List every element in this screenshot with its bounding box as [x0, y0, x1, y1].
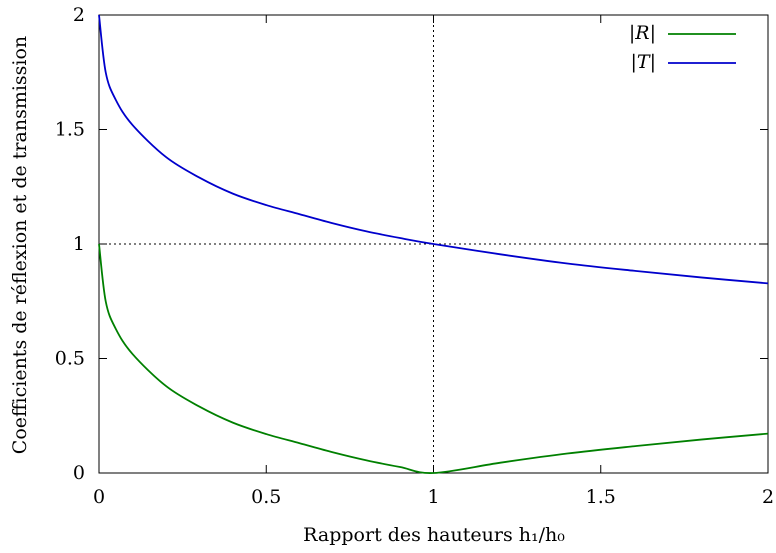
x-tick-label: 1.5: [586, 486, 616, 508]
x-tick-label: 1: [427, 486, 439, 508]
y-tick-label: 0: [73, 462, 85, 484]
series-group: [98, 14, 769, 474]
tick-labels: 0 0.5 1 1.5 2 0 0.5 1 1.5 2: [55, 4, 774, 508]
legend-label-t: |T|: [631, 51, 656, 73]
legend-label-r: |R|: [629, 22, 656, 44]
legend: |R| |T|: [629, 22, 736, 73]
y-tick-label: 1: [73, 233, 85, 255]
y-tick-label: 0.5: [55, 348, 85, 370]
x-tick-label: 0: [93, 486, 105, 508]
series-line-t: [98, 14, 769, 285]
y-axis-title: Coefficients de réflexion et de transmis…: [9, 36, 31, 454]
reference-lines: [99, 15, 768, 473]
x-axis-title: Rapport des hauteurs h₁/h₀: [303, 524, 565, 546]
x-tick-label: 2: [762, 486, 774, 508]
x-tick-label: 0.5: [251, 486, 281, 508]
y-tick-label: 1.5: [55, 119, 85, 141]
y-tick-label: 2: [73, 4, 85, 26]
series-line-r: [98, 243, 769, 474]
